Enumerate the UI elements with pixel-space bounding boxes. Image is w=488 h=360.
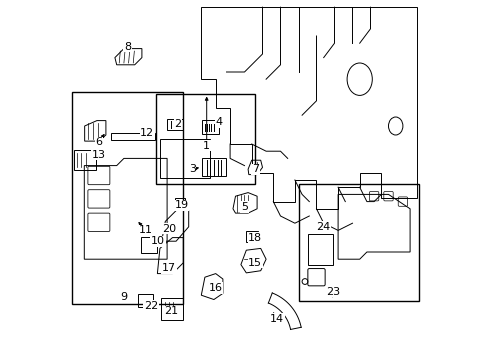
Text: 9: 9	[120, 292, 127, 302]
Text: 17: 17	[162, 263, 176, 273]
Text: 20: 20	[162, 224, 176, 234]
Text: 24: 24	[316, 222, 330, 232]
Text: 7: 7	[251, 164, 258, 174]
Text: 13: 13	[92, 150, 105, 160]
Text: 5: 5	[241, 202, 247, 212]
Text: 3: 3	[188, 164, 195, 174]
Text: 22: 22	[143, 301, 158, 311]
Text: 14: 14	[269, 314, 284, 324]
Text: 4: 4	[215, 117, 223, 127]
Text: 18: 18	[248, 233, 262, 243]
Text: 19: 19	[174, 200, 188, 210]
Text: 16: 16	[208, 283, 222, 293]
Text: 11: 11	[138, 225, 152, 235]
Text: 21: 21	[163, 306, 178, 316]
Text: 12: 12	[140, 128, 154, 138]
Text: 1: 1	[203, 141, 210, 151]
Text: 8: 8	[123, 42, 131, 52]
Text: 10: 10	[151, 236, 165, 246]
Text: 15: 15	[248, 258, 262, 268]
Text: 2: 2	[174, 119, 181, 129]
Text: 6: 6	[95, 137, 102, 147]
Text: 23: 23	[325, 287, 339, 297]
